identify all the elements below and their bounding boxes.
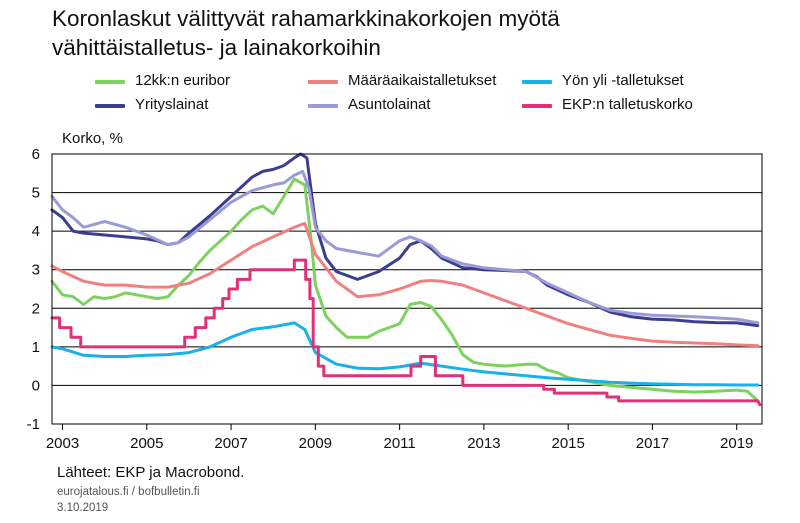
chart-legend: 12kk:n euribor Määräaikaistalletukset Yö… [0, 0, 800, 130]
plot-frame [51, 153, 763, 425]
y-tick-label: 3 [32, 262, 40, 279]
legend-swatch-yrityslainat [95, 104, 125, 108]
y-tick-label: 0 [32, 377, 40, 394]
x-tick-label: 2007 [214, 435, 247, 452]
plot-border [51, 153, 763, 425]
legend-swatch-euribor [95, 80, 125, 84]
x-tick-label: 2015 [551, 435, 584, 452]
x-tick-label: 2011 [383, 435, 415, 452]
legend-swatch-yon-yli-talletukset [522, 80, 552, 84]
legend-swatch-ekp-talletuskorko [522, 104, 552, 108]
series-line-ekp-n-talletuskorko [50, 258, 762, 407]
series-line-yon-yli-talletukset [50, 321, 760, 387]
series-line-maaraaikaistalletukset [50, 221, 760, 348]
source-note: Lähteet: EKP ja Macrobond. [57, 464, 245, 481]
y-axis-ticks: -1 0 1 2 3 4 5 6 [27, 146, 40, 433]
y-tick-label: 2 [32, 300, 40, 317]
legend-swatch-maaraaikaistalletukset [308, 80, 338, 84]
x-tick-label: 2017 [636, 435, 669, 452]
y-tick-label: -1 [27, 416, 40, 433]
series-line-asuntolainat [50, 169, 760, 325]
y-axis-label: Korko, % [62, 130, 123, 147]
legend-label-maaraaikaistalletukset: Määräaikaistalletukset [348, 72, 497, 89]
y-tick-label: 4 [32, 223, 40, 240]
chart-title-line-2: vähittäistalletus- ja lainakorkoihin [52, 35, 381, 60]
x-axis-ticks: 2003 2005 2007 2009 2011 2013 2015 2017 2019 [46, 424, 753, 452]
series-lines [50, 152, 762, 407]
chart-title-line-1: Koronlaskut välittyvät rahamarkkinakorko… [52, 6, 560, 31]
y-tick-label: 5 [32, 185, 40, 202]
y-tick-label: 6 [32, 146, 40, 163]
x-tick-label: 2013 [467, 435, 500, 452]
date-note: 3.10.2019 [57, 502, 109, 514]
y-tick-label: 1 [32, 339, 40, 356]
legend-label-euribor: 12kk:n euribor [135, 72, 231, 89]
x-tick-label: 2005 [130, 435, 163, 452]
legend-label-ekp-talletuskorko: EKP:n talletuskorko [562, 96, 693, 113]
chart-title: Koronlaskut välittyvät rahamarkkinakorko… [52, 4, 560, 62]
x-tick-label: 2009 [299, 435, 332, 452]
legend-label-yrityslainat: Yrityslainat [135, 96, 209, 113]
x-tick-label: 2003 [46, 435, 79, 452]
series-line-12kk-n-euribor [50, 177, 760, 403]
legend-label-yon-yli-talletukset: Yön yli -talletukset [562, 72, 684, 89]
legend-label-asuntolainat: Asuntolainat [348, 96, 431, 113]
legend-swatch-asuntolainat [308, 104, 338, 108]
site-note: eurojatalous.fi / bofbulletin.fi [57, 486, 200, 498]
x-tick-label: 2019 [720, 435, 753, 452]
